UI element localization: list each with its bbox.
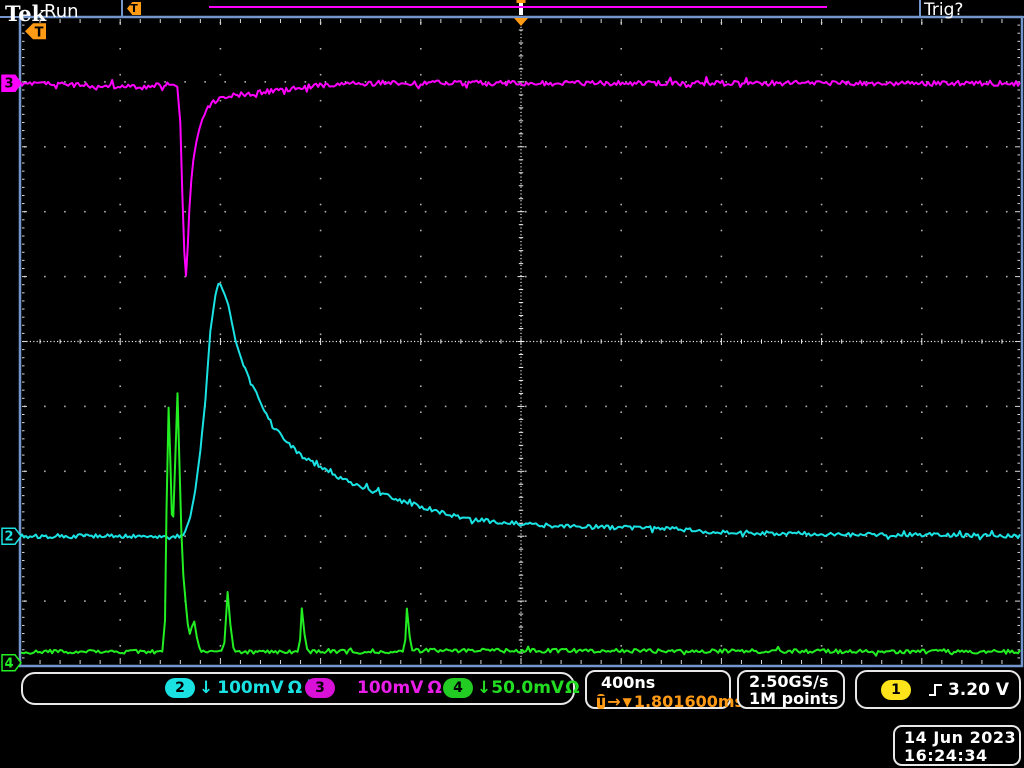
graticule-top-border (0, 16, 1024, 18)
trigger-level: 3.20 V (947, 679, 1009, 700)
delay-readout: T → ▼ 1.801600ms (597, 692, 744, 711)
trigger-t-badge-icon: T (597, 694, 606, 709)
record-view-bar[interactable]: T (121, 0, 921, 16)
channel-readout-box[interactable]: 2 ↓ 100mV Ω BW 3 100mV Ω BW 4 ↓ 50.0mV Ω… (21, 672, 597, 705)
record-trigger-flag-icon[interactable]: T (127, 2, 141, 15)
record-view-trace (209, 6, 827, 8)
tek-logo: Tek (5, 1, 47, 26)
ch3-position-marker[interactable]: 3 (1, 74, 22, 92)
acquisition-readout-box[interactable]: 2.50GS/s 1M points (737, 670, 845, 709)
timebase-scale: 400ns (601, 673, 656, 692)
expansion-point-marker[interactable] (514, 0, 528, 26)
svg-text:3: 3 (4, 77, 13, 92)
ch3-readout[interactable]: 3 100mV Ω BW (305, 678, 460, 698)
ch3-badge[interactable]: 3 (305, 678, 335, 698)
date-label: 14 Jun 2023 (904, 728, 1017, 747)
trigger-status: Trig? (924, 0, 964, 20)
ch3-trace (21, 76, 1021, 277)
ch3-coupling: Ω (427, 678, 442, 698)
ch4-coupling: Ω (565, 678, 580, 698)
horizontal-readout-box[interactable]: 400ns T → ▼ 1.801600ms (585, 670, 744, 711)
trigger-markers[interactable]: T (25, 0, 528, 40)
svg-text:2: 2 (4, 530, 13, 545)
trigger-source-badge[interactable]: 1 (881, 679, 911, 700)
trigger-time-flag-icon[interactable]: T (25, 23, 46, 40)
ch2-coupling: Ω (287, 678, 303, 698)
trigger-readout-box[interactable]: 1 3.20 V (855, 670, 1021, 709)
svg-text:4: 4 (4, 656, 13, 671)
waveform-traces (21, 76, 1021, 657)
ch2-scale: 100mV (217, 678, 284, 698)
ch2-invert-arrow-icon: ↓ (199, 678, 214, 698)
record-length: 1M points (749, 689, 839, 708)
time-label: 16:24:34 (904, 746, 988, 765)
graticule-grid (18, 15, 1024, 668)
ch4-badge[interactable]: 4 (443, 678, 473, 698)
acquisition-status: Run (44, 1, 79, 22)
ch2-position-marker[interactable]: 2 (1, 527, 22, 545)
ch4-invert-arrow-icon: ↓ (477, 678, 492, 698)
ch3-scale: 100mV (357, 678, 424, 698)
datetime-box: 14 Jun 2023 16:24:34 (893, 725, 1021, 766)
ch2-trace (21, 282, 1021, 541)
svg-text:T: T (35, 25, 44, 40)
ch2-badge[interactable]: 2 (165, 678, 195, 698)
ch4-position-marker[interactable]: 4 (1, 654, 22, 672)
channel-position-markers[interactable]: 3 2 4 (1, 74, 22, 672)
ch4-readout[interactable]: 4 ↓ 50.0mV Ω BW (443, 678, 597, 698)
ch4-trace (21, 392, 1021, 657)
rising-edge-icon (929, 683, 942, 696)
delay-value: 1.801600ms (633, 692, 745, 711)
marker-down-icon: ▼ (622, 694, 632, 709)
arrow-right-icon: → (607, 692, 621, 711)
sample-rate: 2.50GS/s (749, 672, 829, 691)
ch4-scale: 50.0mV (491, 678, 565, 698)
ch2-readout[interactable]: 2 ↓ 100mV Ω BW (165, 678, 320, 698)
